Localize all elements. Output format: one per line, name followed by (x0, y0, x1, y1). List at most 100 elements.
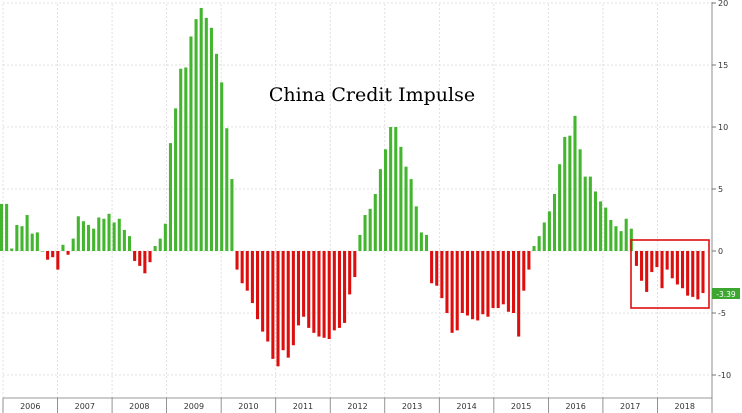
bar (435, 251, 439, 286)
bar (332, 251, 336, 331)
bar (358, 234, 362, 251)
bar (71, 238, 75, 251)
x-tick-label: 2012 (347, 402, 367, 411)
bar (450, 251, 454, 333)
bar (30, 233, 34, 251)
bar (650, 251, 654, 273)
y-tick-label: -5 (718, 309, 726, 318)
bar (378, 169, 382, 251)
bar (46, 251, 50, 260)
x-tick-label: 2014 (456, 402, 476, 411)
y-tick-label: 0 (718, 247, 723, 256)
bar (419, 232, 423, 251)
bar (92, 228, 96, 251)
bar (25, 215, 29, 251)
bar (276, 251, 280, 367)
x-tick-label: 2006 (20, 402, 40, 411)
x-tick-label: 2017 (620, 402, 640, 411)
bar (445, 251, 449, 313)
bar (337, 251, 341, 328)
bar (245, 251, 249, 291)
bar (660, 251, 664, 289)
bar (127, 236, 132, 251)
bar (588, 176, 592, 251)
bar (363, 215, 367, 251)
bar (179, 68, 183, 251)
bar (250, 251, 254, 304)
bar (107, 213, 111, 251)
last-value-label: -3.39 (716, 290, 736, 299)
x-tick-label: 2011 (293, 402, 313, 411)
bar (389, 127, 393, 251)
bar (343, 251, 347, 323)
x-tick-label: 2007 (75, 402, 95, 411)
bar (138, 251, 142, 266)
bar (133, 251, 137, 261)
bar (163, 223, 167, 251)
bar (51, 251, 55, 258)
bar (568, 135, 572, 251)
x-tick-label: 2013 (402, 402, 422, 411)
bar (368, 208, 372, 251)
bar (573, 115, 577, 251)
bar (686, 251, 690, 296)
bar (599, 201, 603, 251)
bar (148, 251, 152, 263)
bar (670, 251, 674, 279)
bar (158, 238, 162, 251)
bar (117, 218, 121, 251)
bar (517, 251, 521, 337)
bar (614, 226, 618, 251)
bar (87, 224, 91, 251)
bar (0, 203, 4, 251)
bar (56, 251, 60, 270)
bar (353, 251, 357, 278)
bar (302, 251, 306, 317)
bar (696, 251, 700, 300)
bar (189, 36, 193, 252)
bar (168, 143, 173, 251)
x-tick-label: 2018 (675, 402, 695, 411)
bar (547, 211, 551, 251)
bar (220, 82, 224, 251)
bar (414, 206, 418, 251)
bar (373, 193, 377, 251)
bar (527, 251, 531, 270)
bar (394, 127, 398, 251)
bar (261, 251, 265, 332)
bar (430, 251, 434, 284)
bar (496, 251, 500, 309)
bar (184, 67, 188, 251)
bar (455, 251, 459, 331)
bar (593, 191, 597, 251)
bar (35, 232, 39, 251)
bar (624, 218, 628, 251)
bar (583, 176, 587, 251)
bar (281, 251, 285, 351)
y-tick-label: 10 (718, 123, 728, 132)
bar (204, 17, 208, 251)
bar (619, 231, 623, 251)
bar (112, 222, 116, 251)
bar (66, 251, 70, 255)
bar (680, 251, 685, 289)
bar (122, 229, 126, 251)
x-tick-label: 2009 (184, 402, 204, 411)
bar (240, 251, 244, 284)
bar (384, 149, 388, 251)
bar (327, 251, 331, 340)
bar (506, 251, 510, 312)
last-value-badge: -3.39 (712, 288, 740, 299)
bar (465, 251, 469, 316)
bar (40, 251, 44, 252)
bar (404, 166, 408, 251)
bar (5, 203, 9, 251)
bar (486, 251, 490, 317)
bar (675, 251, 679, 285)
bar (15, 224, 19, 251)
bar (558, 164, 562, 251)
chart-title: China Credit Impulse (269, 84, 475, 106)
y-tick-label: 5 (718, 185, 723, 194)
